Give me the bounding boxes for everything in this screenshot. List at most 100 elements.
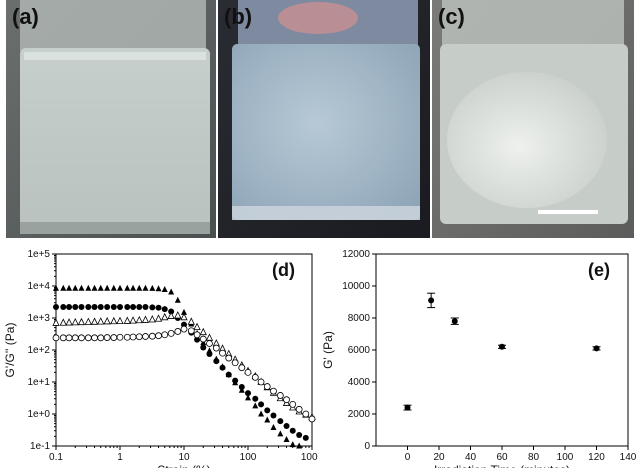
- data-point-d-series-0: [110, 284, 117, 291]
- data-point-d-series-3: [302, 410, 310, 418]
- photo-panel-b: (b): [218, 0, 430, 238]
- data-point-d-series-3: [283, 396, 290, 404]
- data-point-d-series-1: [149, 304, 156, 311]
- data-point-d-series-0: [283, 435, 290, 442]
- x-axis-label: Strain (%): [157, 463, 210, 468]
- panel-label-e: (e): [588, 260, 610, 280]
- data-point-d-series-0: [161, 285, 168, 292]
- data-point-d-series-0: [296, 442, 303, 449]
- data-point-d-series-3: [225, 354, 233, 362]
- data-point-d-series-3: [238, 364, 246, 372]
- data-point-d-series-0: [78, 284, 85, 291]
- data-point-d-series-1: [72, 304, 79, 311]
- data-point-d-series-0: [72, 284, 79, 291]
- data-point-d-series-0: [155, 285, 162, 292]
- data-point-d-series-3: [308, 415, 316, 423]
- data-point-d-series-1: [219, 364, 226, 371]
- data-point-d-series-1: [136, 304, 143, 311]
- data-point-e: [593, 345, 600, 352]
- data-point-d-series-3: [180, 325, 188, 333]
- x-tick-label: 80: [528, 452, 540, 463]
- data-point-d-series-1: [155, 304, 162, 311]
- data-point-d-series-0: [245, 394, 251, 401]
- data-point-d-series-2: [97, 317, 105, 325]
- data-point-d-series-0: [60, 284, 67, 291]
- data-point-d-series-3: [52, 334, 60, 342]
- data-point-d-series-2: [71, 317, 79, 326]
- data-point-d-series-1: [270, 412, 277, 419]
- data-point-d-series-2: [116, 316, 124, 325]
- plot-frame: [375, 253, 629, 447]
- data-point-d-series-2: [187, 317, 195, 325]
- x-tick-label: 40: [465, 452, 477, 463]
- data-point-d-series-1: [168, 308, 175, 315]
- panel-label-d: (d): [272, 260, 295, 280]
- y-tick-label: 2000: [348, 409, 371, 420]
- x-tick-label: 20: [433, 452, 445, 463]
- data-point-d-series-0: [124, 284, 131, 291]
- data-point-d-series-1: [200, 344, 207, 351]
- x-tick-label: 120: [588, 452, 605, 463]
- y-tick-label: 1e+4: [27, 281, 50, 292]
- data-point-d-series-2: [123, 316, 131, 324]
- y-tick-label: 1e+2: [27, 345, 50, 356]
- data-point-d-series-2: [174, 311, 182, 319]
- data-point-d-series-3: [129, 333, 137, 341]
- y-tick-label: 1e+0: [27, 409, 50, 420]
- data-point-d-series-2: [65, 318, 73, 326]
- y-tick-label: 1e+5: [27, 249, 50, 260]
- data-point-d-series-3: [193, 331, 201, 339]
- data-point-d-series-1: [53, 304, 59, 311]
- x-tick-label: 100: [240, 452, 257, 463]
- data-point-d-series-3: [103, 334, 111, 341]
- data-point-d-series-2: [193, 322, 201, 330]
- data-point-d-series-3: [270, 387, 277, 395]
- data-point-e: [451, 318, 458, 325]
- x-tick-label: 140: [620, 452, 636, 463]
- data-point-d-series-1: [213, 358, 220, 365]
- data-point-d-series-2: [84, 317, 92, 325]
- y-tick-label: 1e+1: [27, 377, 50, 388]
- data-point-d-series-3: [161, 331, 169, 339]
- data-point-d-series-2: [148, 315, 156, 323]
- gel-photo-c: [432, 0, 634, 238]
- data-point-d-series-2: [52, 318, 60, 326]
- data-point-d-series-2: [77, 317, 86, 326]
- data-point-d-series-0: [85, 284, 92, 291]
- data-point-e: [428, 297, 435, 304]
- x-tick-label: 1: [117, 452, 123, 463]
- data-point-d-series-0: [53, 284, 59, 291]
- data-point-d-series-1: [264, 407, 271, 414]
- data-point-d-series-1: [104, 304, 111, 311]
- data-point-d-series-0: [97, 284, 104, 291]
- panel-label-a: (a): [12, 4, 39, 29]
- data-point-d-series-1: [232, 377, 239, 384]
- data-point-d-series-0: [136, 284, 143, 291]
- data-point-d-series-3: [187, 327, 195, 335]
- data-point-d-series-0: [66, 284, 73, 291]
- data-point-d-series-3: [257, 378, 265, 386]
- data-point-d-series-1: [110, 304, 117, 311]
- data-point-d-series-3: [244, 368, 252, 376]
- chart-e: 0 20 40 60 80 100 120 140 0 2000 4000 6000 8000 10000…: [321, 249, 636, 468]
- data-point-d-series-1: [302, 434, 309, 441]
- data-point-d-series-1: [289, 427, 296, 434]
- data-point-d-series-2: [205, 333, 214, 341]
- data-point-d-series-3: [91, 334, 98, 342]
- data-point-d-series-3: [212, 344, 220, 352]
- data-point-d-series-2: [129, 316, 137, 324]
- data-point-d-series-3: [155, 332, 162, 340]
- data-point-d-series-3: [276, 392, 284, 399]
- data-point-d-series-0: [91, 284, 98, 291]
- data-point-d-series-2: [135, 315, 143, 324]
- data-point-d-series-0: [117, 284, 123, 291]
- data-point-d-series-0: [142, 284, 149, 291]
- data-point-d-series-1: [60, 304, 67, 311]
- data-point-d-series-1: [258, 401, 265, 408]
- data-point-d-series-0: [270, 423, 277, 430]
- data-point-d-series-1: [91, 304, 98, 311]
- data-point-d-series-2: [154, 314, 163, 322]
- data-point-d-series-1: [124, 304, 131, 311]
- data-point-d-series-3: [71, 334, 79, 342]
- data-point-d-series-3: [97, 334, 105, 342]
